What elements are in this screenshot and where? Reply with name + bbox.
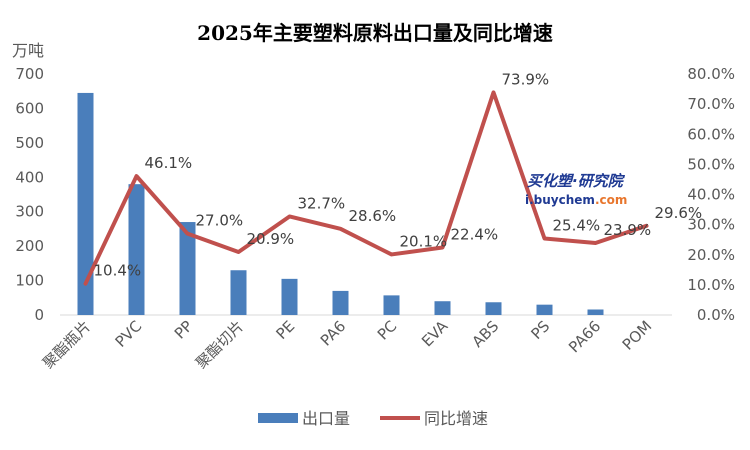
category-label: 聚酯瓶片 — [39, 317, 94, 372]
left-tick-label: 0 — [34, 306, 44, 324]
growth-data-label: 29.6% — [655, 204, 703, 222]
export-bar — [332, 290, 349, 315]
export-bar — [77, 92, 94, 315]
growth-data-label: 46.1% — [145, 154, 193, 172]
right-tick-label: 60.0% — [687, 125, 735, 143]
legend-label-bar: 出口量 — [302, 409, 350, 428]
watermark: 买化塑·研究院 i.buychem.com — [525, 172, 627, 207]
right-tick-label: 70.0% — [687, 95, 735, 113]
watermark-line2a: i.buychem — [525, 193, 595, 207]
export-bar — [128, 184, 145, 315]
left-tick-label: 500 — [15, 134, 44, 152]
right-tick-label: 10.0% — [687, 276, 735, 294]
export-bar — [536, 304, 553, 315]
growth-data-label: 20.9% — [247, 230, 295, 248]
category-label: PVC — [112, 317, 146, 351]
right-tick-label: 0.0% — [697, 306, 735, 324]
growth-data-label: 23.9% — [604, 221, 652, 239]
right-tick-label: 20.0% — [687, 246, 735, 264]
export-bar — [179, 222, 196, 315]
category-label: EVA — [418, 317, 452, 351]
right-tick-label: 80.0% — [687, 65, 735, 83]
legend: 出口量 同比增速 — [258, 409, 488, 428]
left-tick-label: 200 — [15, 237, 44, 255]
growth-data-label: 27.0% — [196, 212, 244, 230]
chart-title: 2025年主要塑料原料出口量及同比增速 — [197, 21, 553, 45]
growth-data-label: 10.4% — [94, 262, 142, 280]
right-axis-ticks: 0.0% 10.0% 20.0% 30.0% 40.0% 50.0% 60.0% 70.0% 8… — [687, 65, 735, 324]
growth-data-label: 25.4% — [553, 216, 601, 234]
left-axis-ticks: 0 100 200 300 400 500 600 700 — [15, 65, 44, 324]
export-bar — [485, 302, 502, 315]
watermark-line2b: .com — [595, 193, 627, 207]
category-label: PA66 — [565, 317, 604, 356]
category-label: POM — [619, 317, 656, 354]
legend-label-line: 同比增速 — [424, 409, 488, 428]
export-bar — [434, 301, 451, 315]
left-tick-label: 100 — [15, 272, 44, 290]
category-label: PE — [272, 317, 298, 343]
growth-data-label: 73.9% — [502, 70, 550, 88]
right-tick-label: 50.0% — [687, 155, 735, 173]
export-bar — [383, 295, 400, 315]
right-tick-label: 40.0% — [687, 186, 735, 204]
left-axis-unit: 万吨 — [12, 41, 44, 60]
export-bar — [587, 309, 604, 315]
growth-data-label: 22.4% — [451, 226, 499, 244]
export-bar — [281, 278, 298, 315]
left-tick-label: 600 — [15, 99, 44, 117]
category-label: PC — [374, 317, 401, 344]
line-data-labels: 10.4% 46.1% 27.0%20.9%32.7%28.6%20.1% 22.4%… — [94, 70, 703, 279]
category-label: PP — [171, 317, 197, 343]
category-label: PS — [527, 317, 553, 343]
right-tick-label: 30.0% — [687, 216, 735, 234]
growth-data-label: 20.1% — [400, 232, 448, 250]
watermark-line1: 买化塑·研究院 — [527, 172, 626, 190]
growth-data-label: 32.7% — [298, 194, 346, 212]
category-label: ABS — [469, 317, 503, 351]
category-label: PA6 — [317, 317, 349, 349]
watermark-line2: i.buychem.com — [525, 193, 627, 207]
growth-data-label: 28.6% — [349, 207, 397, 225]
bar-series — [77, 92, 604, 315]
legend-swatch-bar — [258, 413, 298, 423]
left-tick-label: 400 — [15, 168, 44, 186]
growth-line — [83, 90, 649, 286]
left-tick-label: 700 — [15, 65, 44, 83]
category-label: 聚酯切片 — [192, 317, 247, 372]
export-bar — [230, 270, 247, 315]
left-tick-label: 300 — [15, 203, 44, 221]
